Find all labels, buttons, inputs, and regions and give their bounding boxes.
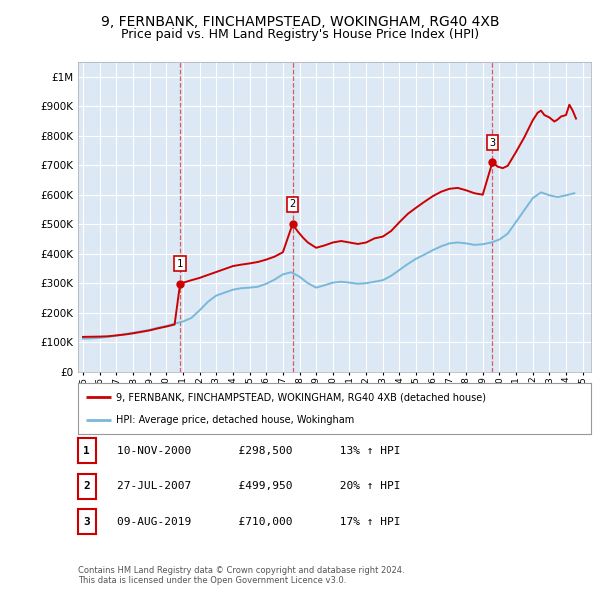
Text: 1: 1 (83, 446, 90, 455)
Text: 2: 2 (289, 199, 296, 209)
Text: 9, FERNBANK, FINCHAMPSTEAD, WOKINGHAM, RG40 4XB: 9, FERNBANK, FINCHAMPSTEAD, WOKINGHAM, R… (101, 15, 499, 29)
Text: 3: 3 (489, 137, 496, 148)
Text: 10-NOV-2000       £298,500       13% ↑ HPI: 10-NOV-2000 £298,500 13% ↑ HPI (117, 446, 401, 455)
Text: 09-AUG-2019       £710,000       17% ↑ HPI: 09-AUG-2019 £710,000 17% ↑ HPI (117, 517, 401, 526)
Text: 1: 1 (177, 259, 183, 269)
Text: 3: 3 (83, 517, 90, 526)
Text: 27-JUL-2007       £499,950       20% ↑ HPI: 27-JUL-2007 £499,950 20% ↑ HPI (117, 481, 401, 491)
Text: HPI: Average price, detached house, Wokingham: HPI: Average price, detached house, Woki… (116, 415, 355, 425)
Text: Contains HM Land Registry data © Crown copyright and database right 2024.
This d: Contains HM Land Registry data © Crown c… (78, 566, 404, 585)
Text: 9, FERNBANK, FINCHAMPSTEAD, WOKINGHAM, RG40 4XB (detached house): 9, FERNBANK, FINCHAMPSTEAD, WOKINGHAM, R… (116, 392, 487, 402)
Text: Price paid vs. HM Land Registry's House Price Index (HPI): Price paid vs. HM Land Registry's House … (121, 28, 479, 41)
Text: 2: 2 (83, 481, 90, 491)
